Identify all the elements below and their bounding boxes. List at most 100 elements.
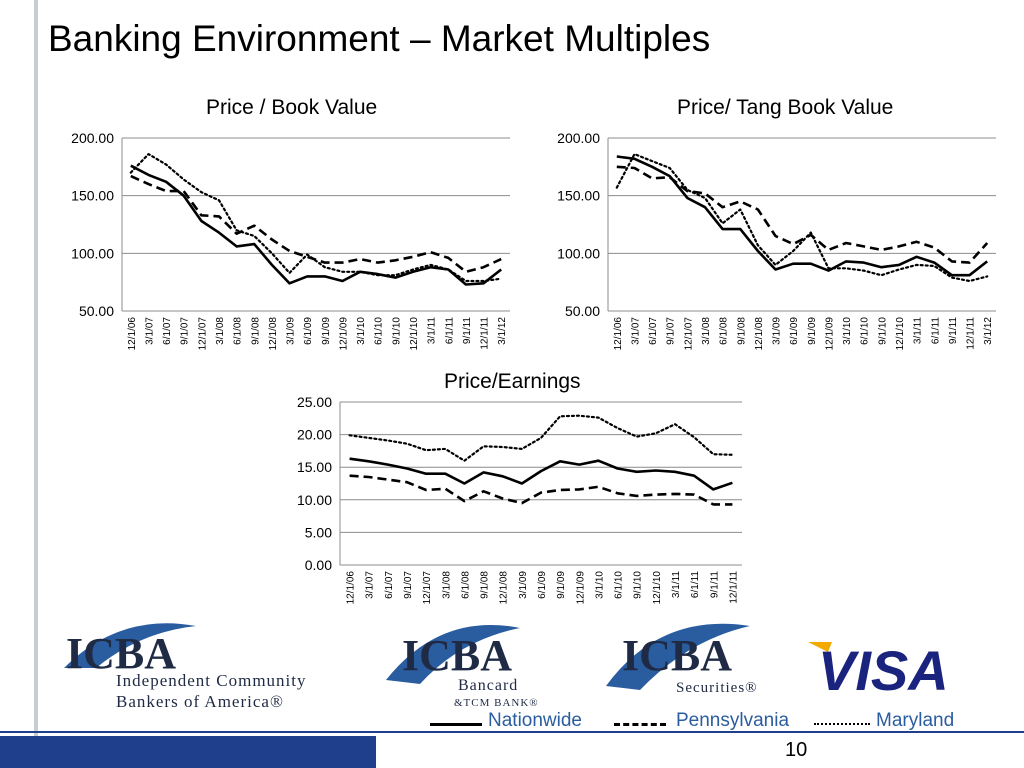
x-tick-label: 6/1/11 bbox=[690, 571, 701, 598]
x-tick-label: 3/1/07 bbox=[144, 317, 155, 345]
bancard-mark: ICBA bbox=[402, 631, 512, 680]
x-tick-label: 6/1/10 bbox=[374, 317, 385, 345]
x-tick-label: 12/1/11 bbox=[728, 571, 739, 604]
chart-1: 50.00 100.00 150.00 200.00 12/1/06 3/1/07 6/1/… bbox=[557, 130, 996, 350]
y-tick-label: 10.00 bbox=[297, 492, 332, 508]
y-tick-label: 20.00 bbox=[297, 427, 332, 443]
x-tick-label: 9/1/08 bbox=[480, 571, 491, 599]
bancard-line-2: &TCM BANK® bbox=[454, 697, 539, 709]
x-tick-label: 3/1/07 bbox=[630, 317, 641, 345]
x-tick-label: 3/1/09 bbox=[772, 317, 783, 345]
x-tick-label: 3/1/11 bbox=[913, 317, 924, 344]
x-tick-label: 6/1/08 bbox=[719, 317, 730, 345]
x-tick-label: 3/1/12 bbox=[497, 317, 508, 345]
x-tick-label: 12/1/08 bbox=[754, 317, 765, 351]
series-line-nationwide bbox=[130, 164, 502, 286]
series-line-pennsylvania bbox=[349, 474, 733, 506]
x-tick-label: 6/1/11 bbox=[444, 317, 455, 344]
legend-dashed-line bbox=[614, 723, 666, 726]
chart-title-price-book: Price / Book Value bbox=[206, 96, 378, 119]
x-tick-label: 9/1/09 bbox=[556, 571, 567, 599]
x-tick-label: 12/1/11 bbox=[966, 317, 977, 350]
x-tick-label: 6/1/10 bbox=[614, 571, 625, 599]
visa-mark: VISA bbox=[818, 639, 949, 702]
x-tick-label: 12/1/10 bbox=[409, 317, 420, 351]
x-tick-label: 12/1/07 bbox=[422, 571, 433, 605]
x-tick-label: 6/1/09 bbox=[303, 317, 314, 345]
x-tick-label: 12/1/09 bbox=[575, 571, 586, 605]
x-tick-label: 3/1/08 bbox=[215, 317, 226, 345]
icba-line-2: Bankers of America® bbox=[116, 692, 284, 711]
x-tick-label: 6/1/07 bbox=[648, 317, 659, 345]
x-tick-label: 9/1/11 bbox=[462, 317, 473, 344]
x-tick-label: 12/1/07 bbox=[683, 317, 694, 351]
series-line-maryland bbox=[129, 153, 503, 283]
series-line-maryland bbox=[348, 414, 734, 462]
x-tick-label: 3/1/10 bbox=[594, 571, 605, 599]
x-tick-label: 12/1/07 bbox=[197, 317, 208, 351]
x-tick-label: 9/1/07 bbox=[666, 317, 677, 345]
footer-blue-band bbox=[0, 736, 376, 768]
x-tick-label: 12/1/06 bbox=[613, 317, 624, 351]
legend-dotted-line bbox=[814, 723, 870, 725]
securities-swoosh-icon bbox=[606, 623, 750, 690]
x-tick-label: 9/1/09 bbox=[321, 317, 332, 345]
x-tick-label: 3/1/10 bbox=[842, 317, 853, 345]
y-tick-label: 5.00 bbox=[305, 524, 332, 540]
y-tick-label: 100.00 bbox=[71, 245, 114, 261]
x-tick-label: 9/1/10 bbox=[391, 317, 402, 345]
x-tick-label: 12/1/06 bbox=[346, 571, 357, 605]
series-line-nationwide bbox=[616, 155, 988, 277]
x-tick-label: 12/1/10 bbox=[652, 571, 663, 605]
x-tick-label: 9/1/08 bbox=[736, 317, 747, 345]
x-tick-label: 6/1/07 bbox=[384, 571, 395, 599]
securities-line-1: Securities® bbox=[676, 680, 758, 696]
x-tick-label: 9/1/11 bbox=[948, 317, 959, 344]
visa-logo: VISA bbox=[808, 639, 949, 702]
icba-bancard-logo: ICBA Bancard &TCM BANK® bbox=[386, 624, 539, 709]
footer-rule bbox=[0, 731, 1024, 733]
x-tick-label: 9/1/10 bbox=[877, 317, 888, 345]
chart-2: 0.00 5.00 10.00 15.00 20.00 25.00 12/1/06 3/1/0… bbox=[297, 394, 742, 604]
x-tick-label: 6/1/09 bbox=[537, 571, 548, 599]
series-line-pennsylvania bbox=[616, 165, 989, 264]
chart-title-price-tang-book: Price/ Tang Book Value bbox=[677, 96, 894, 119]
x-tick-label: 3/1/10 bbox=[356, 317, 367, 345]
x-tick-label: 6/1/07 bbox=[162, 317, 173, 345]
x-tick-label: 9/1/11 bbox=[709, 571, 720, 598]
x-tick-label: 6/1/10 bbox=[860, 317, 871, 345]
x-tick-label: 9/1/09 bbox=[807, 317, 818, 345]
y-tick-label: 200.00 bbox=[71, 130, 114, 146]
x-tick-label: 3/1/11 bbox=[671, 571, 682, 598]
icba-line-1: Independent Community bbox=[116, 671, 307, 690]
y-tick-label: 150.00 bbox=[557, 188, 600, 204]
y-tick-label: 150.00 bbox=[71, 188, 114, 204]
x-tick-label: 12/1/08 bbox=[499, 571, 510, 605]
x-tick-label: 12/1/08 bbox=[268, 317, 279, 351]
x-tick-label: 3/1/08 bbox=[701, 317, 712, 345]
bancard-swoosh-icon bbox=[386, 624, 520, 684]
icba-logo: ICBA Independent Community Bankers of Am… bbox=[50, 618, 376, 711]
y-tick-label: 200.00 bbox=[557, 130, 600, 146]
legend-label-nationwide: Nationwide bbox=[488, 710, 582, 731]
y-tick-label: 50.00 bbox=[79, 303, 114, 319]
y-tick-label: 15.00 bbox=[297, 459, 332, 475]
x-tick-label: 6/1/09 bbox=[789, 317, 800, 345]
x-tick-label: 3/1/09 bbox=[518, 571, 529, 599]
legend-label-maryland: Maryland bbox=[876, 710, 955, 731]
x-tick-label: 12/1/06 bbox=[127, 317, 138, 351]
x-tick-label: 6/1/08 bbox=[460, 571, 471, 599]
legend-label-pennsylvania: Pennsylvania bbox=[676, 710, 790, 731]
x-tick-label: 9/1/07 bbox=[403, 571, 414, 599]
left-accent-bar bbox=[34, 0, 38, 768]
visa-gold-accent bbox=[808, 642, 832, 652]
slide-title: Banking Environment – Market Multiples bbox=[48, 18, 711, 59]
x-tick-label: 9/1/10 bbox=[633, 571, 644, 599]
series-line-nationwide bbox=[349, 457, 733, 491]
y-tick-label: 50.00 bbox=[565, 303, 600, 319]
icba-mark: ICBA bbox=[66, 629, 176, 678]
icba-securities-logo: ICBA Securities® bbox=[606, 623, 758, 696]
x-tick-label: 3/1/09 bbox=[286, 317, 297, 345]
chart-0: 50.00 100.00 150.00 200.00 12/1/06 3/1/07 6/1/… bbox=[71, 130, 510, 350]
